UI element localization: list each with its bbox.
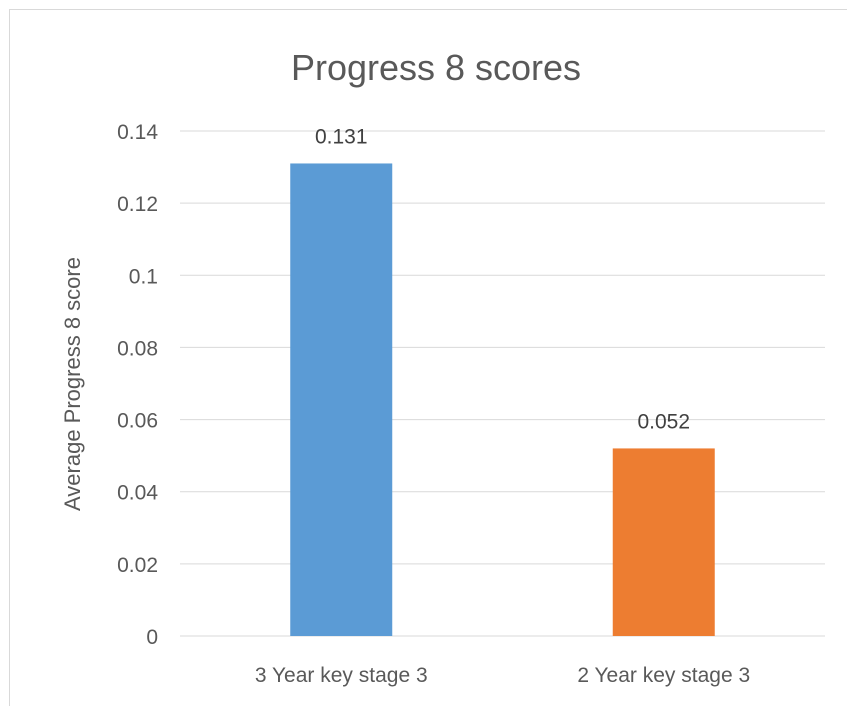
y-axis-label: Average Progress 8 score bbox=[60, 257, 85, 511]
y-tick-label: 0.06 bbox=[117, 410, 158, 433]
y-tick-label: 0.04 bbox=[117, 482, 158, 505]
y-tick-label: 0.02 bbox=[117, 554, 158, 577]
data-labels: 0.131 0.052 bbox=[315, 125, 690, 433]
bar bbox=[290, 163, 393, 636]
chart-title: Progress 8 scores bbox=[291, 47, 581, 88]
gridlines bbox=[180, 130, 825, 637]
y-tick-label: 0 bbox=[146, 626, 158, 649]
y-tick-label: 0.08 bbox=[117, 337, 158, 360]
y-axis-ticks: 0 0.02 0.04 0.06 0.08 0.1 0.12 0.14 bbox=[117, 121, 158, 649]
y-tick-label: 0.14 bbox=[117, 121, 158, 144]
bars bbox=[290, 163, 715, 636]
bar bbox=[612, 448, 715, 636]
data-label: 0.131 bbox=[315, 125, 368, 148]
x-axis-ticks: 3 Year key stage 3 2 Year key stage 3 bbox=[255, 664, 750, 687]
x-tick-label: 2 Year key stage 3 bbox=[577, 664, 750, 687]
x-tick-label: 3 Year key stage 3 bbox=[255, 664, 428, 687]
data-label: 0.052 bbox=[637, 410, 690, 433]
y-tick-label: 0.1 bbox=[129, 265, 158, 288]
y-tick-label: 0.12 bbox=[117, 193, 158, 216]
